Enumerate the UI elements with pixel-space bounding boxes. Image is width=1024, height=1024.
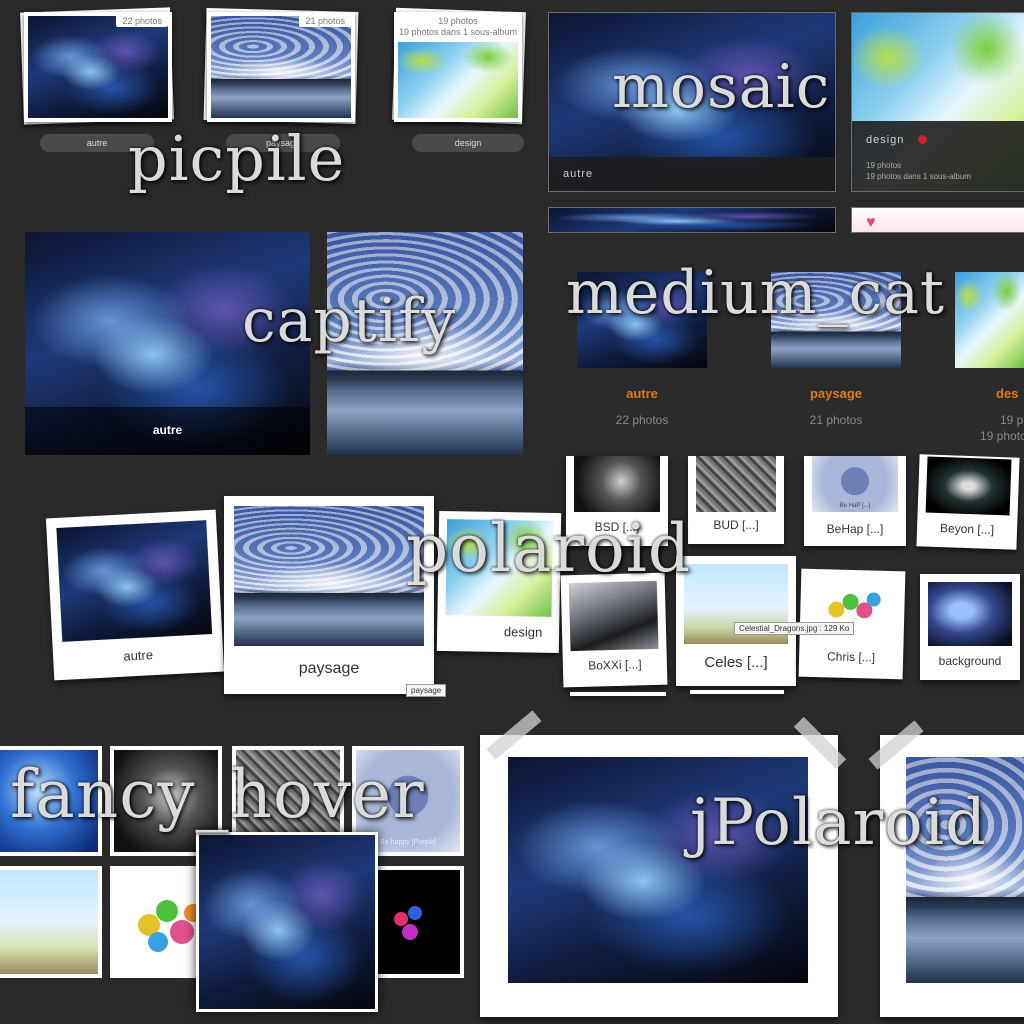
polaroid-title: polaroid — [406, 510, 692, 587]
polaroid-tooltip-paysage: paysage — [406, 684, 447, 697]
medium-cat-count-paysage: 21 photos — [809, 413, 863, 427]
medium-cat-count-autre: 22 photos — [615, 413, 669, 427]
polaroid-caption-behap: BeHap [...] — [826, 522, 884, 536]
fancy-thumb-blue[interactable] — [0, 746, 102, 856]
picpile-badge-design: 19 photos 19 photos dans 1 sous-album — [394, 16, 522, 38]
polaroid-card-celes[interactable]: Celes [...] — [676, 556, 796, 686]
polaroid-photo-beyon — [925, 456, 1012, 516]
mosaic-bar-autre: autre — [549, 157, 835, 191]
polaroid-caption-boxxi: BoXXi [...] — [588, 657, 642, 673]
polaroid-caption-chris: Chris [...] — [826, 649, 876, 665]
jpolaroid-photo-autre — [508, 757, 808, 983]
mosaic-count-design: 19 photos — [866, 161, 902, 170]
medium-cat-thumb-paysage[interactable] — [771, 272, 901, 368]
polaroid-card-boxxi[interactable]: BoXXi [...] — [560, 572, 668, 688]
fancy-hover-title: fancy_hover — [10, 756, 425, 833]
picpile-photo-design — [398, 42, 518, 118]
ball-blue — [866, 592, 881, 607]
medium-cat-thumb-autre[interactable] — [577, 272, 707, 368]
fancy-ball-pink — [170, 920, 194, 944]
jpolaroid-card-paysage[interactable] — [880, 735, 1024, 1017]
jpolaroid-title: jPolaroid — [690, 786, 988, 860]
medium-cat-name-autre[interactable]: autre — [626, 386, 658, 401]
picpile-badge-design-line2: 19 photos dans 1 sous-album — [398, 27, 518, 37]
medium-cat-thumb-design[interactable] — [955, 272, 1024, 368]
fancy-lamp-purple — [402, 924, 418, 940]
polaroid-card-paysage[interactable]: paysage — [224, 496, 434, 694]
polaroid-card-background[interactable]: background — [920, 574, 1020, 680]
captify-caption: autre — [152, 423, 183, 437]
heart-icon: ♥ — [866, 214, 876, 231]
polaroid-card-behap[interactable]: Be HaP [...] BeHap [...] — [804, 456, 906, 546]
medium-cat-subcount-design: 19 photo — [980, 429, 1024, 443]
polaroid-card-edge-2 — [690, 690, 784, 694]
polaroid-tooltip-celes: Celestial_Dragons.jpg : 129 Ko — [734, 622, 855, 635]
fancy-ball-yellow — [138, 914, 160, 936]
picpile-card-design[interactable]: 19 photos 19 photos dans 1 sous-album — [394, 12, 522, 122]
medium-cat-count-design: 19 p — [1000, 413, 1024, 427]
polaroid-caption-celes: Celes [...] — [704, 654, 768, 671]
fancy-ball-green — [156, 900, 178, 922]
fancy-behap-text: Be happy [Purple] — [380, 839, 436, 846]
mosaic-label-design: design — [866, 134, 905, 146]
mosaic-label-autre: autre — [563, 168, 594, 180]
polaroid-card-beyon[interactable]: Beyon [...] — [916, 454, 1020, 550]
polaroid-photo-bud — [696, 456, 776, 512]
medium-cat-name-design[interactable]: des — [996, 386, 1019, 401]
fancy-lamp-blue — [408, 906, 422, 920]
picpile-label-autre[interactable]: autre — [40, 134, 154, 152]
captify-title: captify — [242, 286, 457, 356]
captify-image-autre[interactable]: autre — [25, 232, 310, 455]
picpile-label-design[interactable]: design — [412, 134, 524, 152]
mosaic-tile-autre[interactable]: autre — [548, 12, 836, 192]
polaroid-card-edge-1 — [570, 692, 666, 696]
captify-image-paysage[interactable] — [327, 232, 523, 455]
polaroid-card-bsd[interactable]: BSD [...] — [566, 456, 668, 546]
picpile-badge-paysage: 21 photos — [299, 15, 351, 27]
picpile-badge-design-line1: 19 photos — [438, 16, 478, 26]
mosaic-tile-design[interactable]: design 19 photos 19 photos dans 1 sous-a… — [851, 12, 1024, 192]
polaroid-photo-boxxi — [568, 580, 659, 652]
fancy-hover-enlarged[interactable] — [196, 832, 378, 1012]
picpile-card-autre[interactable]: 22 photos — [24, 12, 172, 122]
mosaic-subalbum-design: 19 photos dans 1 sous-album — [866, 172, 971, 181]
polaroid-photo-background — [928, 582, 1012, 646]
picpile-title: picpile — [128, 122, 346, 195]
picpile-photo-autre — [28, 16, 168, 118]
polaroid-photo-autre — [56, 520, 213, 642]
new-badge-icon — [918, 135, 927, 144]
mosaic-title: mosaic — [612, 52, 831, 122]
polaroid-caption-bsd: BSD [...] — [594, 520, 640, 534]
polaroid-caption-bud: BUD [...] — [713, 518, 759, 532]
jpolaroid-photo-paysage — [906, 757, 1024, 983]
picpile-badge-autre: 22 photos — [116, 15, 168, 27]
polaroid-caption-design: design — [503, 624, 543, 640]
polaroid-caption-background: background — [938, 654, 1002, 668]
polaroid-card-bud[interactable]: BUD [...] — [688, 456, 784, 544]
polaroid-photo-paysage — [234, 506, 424, 646]
fancy-ball-blue — [148, 932, 168, 952]
polaroid-card-autre[interactable]: autre — [45, 509, 225, 681]
mosaic-bar-design: design 19 photos 19 photos dans 1 sous-a… — [852, 121, 1024, 191]
mosaic-tile-row2-b[interactable]: ♥ — [851, 207, 1024, 233]
polaroid-caption-paysage: paysage — [298, 660, 360, 677]
fancy-lamp-red — [394, 912, 408, 926]
polaroid-photo-bsd — [574, 456, 660, 512]
picpile-photo-paysage — [211, 16, 351, 118]
behap-image-text: Be HaP [...] — [839, 503, 871, 509]
polaroid-caption-beyon: Beyon [...] — [939, 521, 995, 537]
fancy-thumb-behap[interactable]: Be happy [Purple] — [352, 746, 464, 856]
captify-caption-bar: autre — [25, 407, 310, 455]
jpolaroid-card-autre[interactable] — [480, 735, 838, 1017]
medium-cat-name-paysage[interactable]: paysage — [809, 386, 863, 401]
medium-cat-title: medium_cat — [566, 258, 946, 328]
picpile-card-paysage[interactable]: 21 photos — [207, 12, 355, 122]
mosaic-tile-row2-a[interactable] — [548, 207, 836, 233]
polaroid-photo-behap: Be HaP [...] — [812, 456, 898, 512]
fancy-thumb-dragon[interactable] — [0, 866, 102, 978]
polaroid-caption-autre: autre — [122, 647, 154, 664]
picpile-label-paysage[interactable]: paysage — [226, 134, 340, 152]
